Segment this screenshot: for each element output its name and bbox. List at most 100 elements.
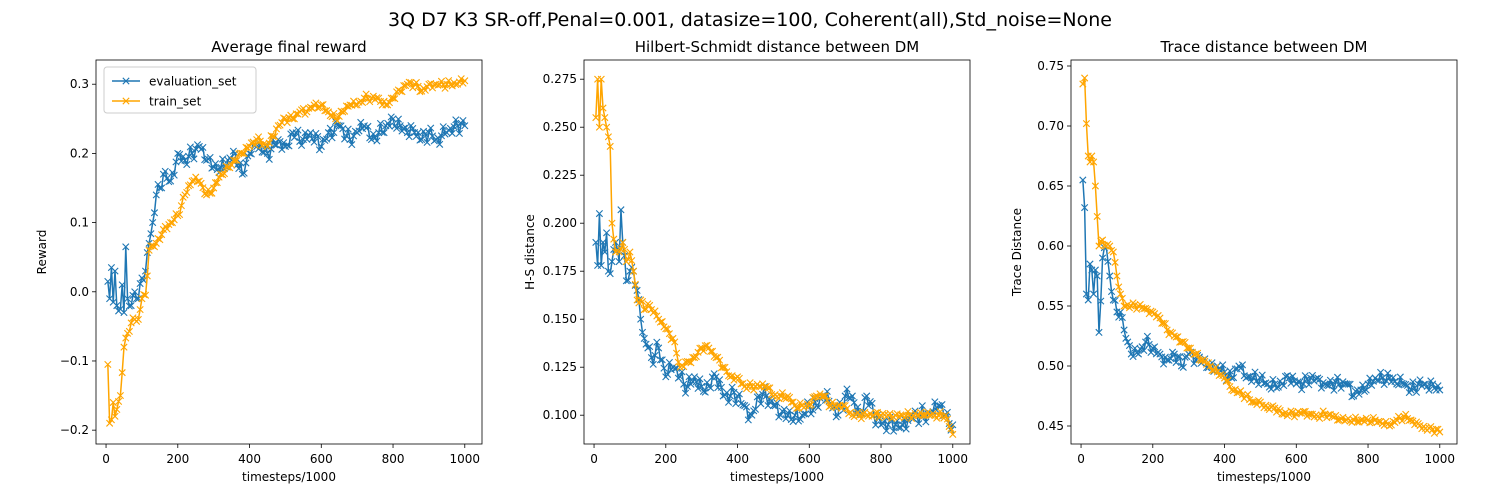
data-point-marker [1222, 377, 1230, 386]
data-point-marker [764, 384, 772, 392]
data-point-marker [1350, 392, 1358, 400]
data-point-marker [122, 334, 130, 342]
data-point-marker [339, 108, 347, 116]
data-point-marker [219, 155, 227, 163]
data-point-marker [707, 384, 715, 392]
data-point-marker [1396, 373, 1404, 381]
data-point-marker [925, 411, 934, 420]
x-tick-label: 800 [1357, 452, 1380, 466]
y-tick-label: 0.100 [543, 408, 577, 422]
data-point-marker [696, 375, 704, 383]
data-point-marker [1095, 328, 1103, 336]
data-point-marker [1348, 393, 1356, 401]
data-point-marker [104, 277, 112, 285]
data-point-marker [671, 365, 679, 373]
data-point-marker [1289, 372, 1297, 380]
data-point-marker [283, 119, 291, 127]
data-point-marker [701, 342, 709, 350]
data-point-marker [773, 399, 781, 407]
data-point-marker [655, 344, 663, 352]
x-tick-label: 600 [798, 452, 821, 466]
data-point-marker [671, 338, 679, 346]
data-point-marker [441, 84, 449, 92]
data-point-marker [445, 77, 453, 85]
data-point-marker [208, 164, 216, 172]
data-point-marker [642, 340, 650, 348]
data-point-marker [619, 238, 627, 246]
data-point-marker [595, 210, 604, 218]
data-point-marker [724, 398, 733, 406]
data-point-marker [1109, 248, 1117, 256]
data-point-marker [1140, 346, 1148, 355]
data-point-marker [405, 78, 413, 86]
data-point-marker [210, 163, 218, 171]
data-point-marker [699, 347, 708, 355]
data-point-marker [681, 389, 690, 397]
data-point-marker [414, 128, 422, 137]
data-point-marker [850, 398, 858, 407]
data-point-marker [455, 129, 463, 138]
data-point-marker [809, 406, 817, 414]
data-point-marker [882, 427, 891, 435]
data-point-marker [1251, 368, 1259, 376]
data-point-marker [398, 88, 406, 96]
data-point-marker [855, 411, 864, 419]
data-point-marker [759, 380, 767, 388]
data-point-marker [378, 128, 386, 137]
data-point-marker [111, 412, 119, 420]
data-point-marker [118, 369, 126, 377]
series-evaluation-set [104, 113, 469, 317]
data-point-marker [665, 358, 673, 367]
axes-frame [95, 59, 483, 445]
data-point-marker [403, 129, 411, 137]
data-point-marker [1111, 296, 1119, 304]
data-point-marker [608, 219, 616, 227]
data-point-marker [436, 140, 444, 148]
data-point-marker [1436, 428, 1444, 436]
data-point-marker [746, 379, 754, 387]
y-tick-label: 0.65 [1037, 179, 1064, 193]
data-point-marker [186, 143, 194, 151]
data-point-marker [669, 334, 677, 342]
data-point-marker [904, 407, 912, 416]
data-point-marker [716, 356, 724, 364]
data-point-marker [263, 142, 272, 151]
data-point-marker [308, 135, 316, 143]
data-point-marker [805, 402, 813, 410]
data-point-marker [1156, 314, 1164, 322]
data-point-marker [606, 270, 614, 278]
data-point-marker [258, 148, 266, 156]
data-point-marker [735, 374, 743, 382]
data-point-marker [707, 347, 715, 356]
data-point-marker [238, 170, 246, 178]
data-point-marker [1384, 369, 1392, 377]
data-point-marker [109, 398, 117, 407]
y-tick-label: 0.55 [1037, 299, 1064, 313]
y-tick-label: 0.3 [70, 77, 89, 91]
data-point-marker [184, 182, 193, 190]
subplot-reward: Average final reward 0 200 400 600 800 1000 −0.… [35, 38, 483, 484]
data-point-marker [604, 133, 612, 141]
y-tick-label: −0.1 [60, 354, 89, 368]
data-point-marker [1373, 376, 1381, 384]
data-point-marker [1377, 368, 1385, 376]
legend-marker [122, 97, 130, 105]
data-point-marker [1267, 385, 1275, 393]
data-point-marker [651, 307, 659, 315]
data-point-marker [324, 108, 333, 116]
data-point-marker [922, 418, 930, 426]
data-point-marker [660, 364, 668, 372]
data-point-marker [698, 382, 706, 390]
data-point-marker [1107, 287, 1116, 296]
data-point-marker [1337, 384, 1345, 392]
data-point-marker [1420, 380, 1428, 389]
data-point-marker [231, 156, 239, 164]
data-point-marker [140, 276, 148, 284]
data-point-marker [190, 155, 198, 163]
data-point-marker [143, 272, 151, 280]
data-point-marker [1219, 361, 1227, 369]
data-point-marker [310, 138, 318, 146]
figure-suptitle: 3Q D7 K3 SR-off,Penal=0.001, datasize=10… [388, 9, 1112, 31]
data-point-marker [233, 156, 241, 164]
data-point-marker [1244, 372, 1252, 381]
